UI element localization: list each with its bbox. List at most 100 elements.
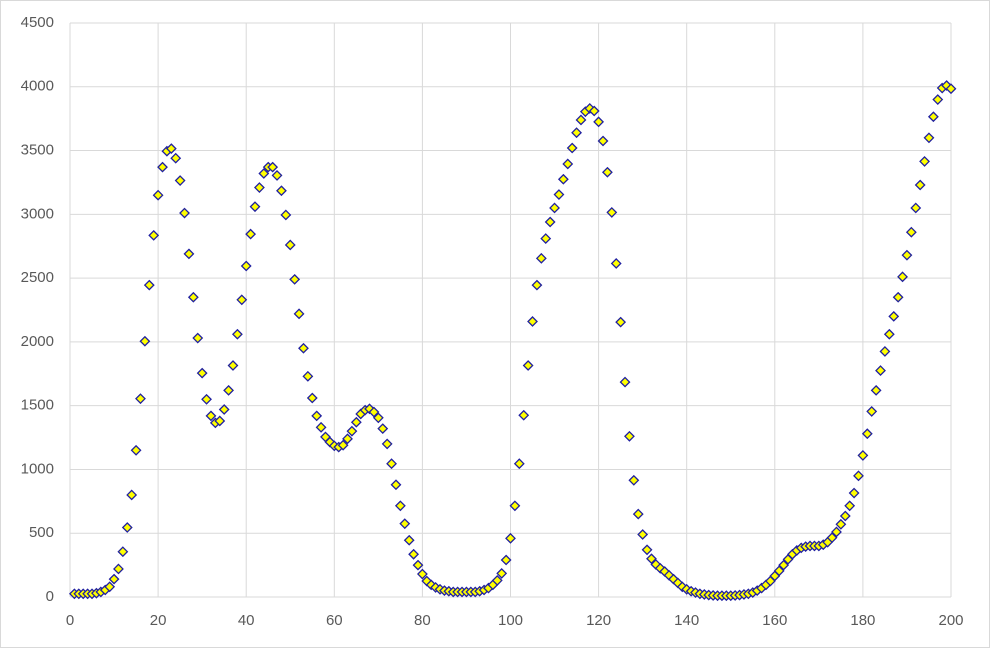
point — [139, 335, 151, 347]
point — [130, 444, 142, 456]
point — [174, 175, 186, 186]
point — [214, 415, 226, 427]
point — [267, 161, 279, 173]
point — [945, 83, 957, 95]
point — [839, 510, 851, 522]
point — [403, 534, 415, 546]
point — [527, 316, 538, 327]
y-tick-label: 0 — [46, 588, 54, 605]
point — [227, 360, 239, 371]
point — [610, 258, 622, 269]
point — [346, 425, 358, 437]
point — [522, 360, 534, 371]
point — [236, 294, 248, 306]
point — [540, 233, 552, 244]
point — [901, 249, 913, 261]
point — [416, 568, 428, 580]
point — [289, 273, 301, 285]
point — [826, 532, 838, 544]
point — [914, 179, 926, 191]
point — [113, 563, 124, 575]
point — [870, 384, 882, 396]
point — [491, 574, 503, 586]
point — [557, 173, 569, 185]
point — [919, 155, 930, 167]
point — [861, 428, 873, 440]
point — [183, 248, 195, 260]
x-tick-label: 40 — [238, 612, 255, 629]
point — [905, 226, 917, 238]
point — [390, 479, 402, 491]
point — [192, 332, 204, 344]
y-tick-label: 1000 — [21, 460, 54, 477]
point — [535, 252, 547, 264]
point — [315, 421, 327, 433]
point — [372, 412, 384, 424]
x-tick-label: 160 — [762, 612, 787, 629]
point — [148, 229, 160, 241]
x-tick-label: 20 — [150, 612, 167, 629]
point — [562, 158, 574, 170]
point — [240, 260, 252, 272]
point — [566, 142, 578, 154]
point — [253, 182, 265, 193]
point — [342, 433, 353, 445]
point — [394, 500, 406, 512]
point — [500, 554, 512, 566]
point — [284, 239, 296, 251]
point — [518, 409, 530, 421]
point — [386, 458, 397, 470]
point — [298, 342, 309, 354]
x-tick-label: 100 — [498, 612, 523, 629]
point — [892, 291, 904, 303]
point — [218, 404, 230, 415]
point — [231, 328, 243, 340]
x-tick-label: 140 — [674, 612, 699, 629]
point — [205, 410, 217, 422]
point — [888, 310, 900, 322]
point — [879, 346, 891, 357]
point — [271, 170, 283, 181]
x-tick-label: 60 — [326, 612, 343, 629]
point — [179, 207, 190, 219]
point — [883, 328, 895, 340]
point — [619, 376, 631, 388]
point — [927, 111, 939, 123]
point — [773, 565, 785, 577]
point — [157, 161, 168, 173]
point — [280, 209, 292, 221]
point — [223, 384, 234, 396]
x-tick-label: 180 — [850, 612, 875, 629]
point — [575, 114, 587, 126]
point — [245, 228, 257, 240]
point — [505, 532, 516, 544]
point — [117, 546, 129, 558]
point — [632, 508, 644, 520]
point — [377, 423, 389, 435]
point — [121, 522, 133, 533]
point — [399, 518, 411, 530]
x-tick-label: 200 — [938, 612, 963, 629]
point — [897, 271, 908, 283]
point — [875, 365, 886, 377]
point — [368, 406, 380, 418]
point — [676, 581, 688, 593]
y-tick-label: 3500 — [21, 142, 54, 159]
point — [853, 470, 864, 482]
y-tick-label: 2500 — [21, 269, 54, 286]
point — [624, 430, 635, 442]
point — [588, 105, 600, 117]
y-tick-label: 3000 — [21, 205, 54, 222]
y-tick-label: 2000 — [21, 333, 54, 350]
point — [108, 573, 120, 585]
point — [143, 279, 155, 291]
point — [646, 553, 657, 565]
point — [932, 94, 944, 105]
point — [606, 207, 618, 218]
x-tick-label: 120 — [586, 612, 611, 629]
point — [544, 216, 556, 228]
y-tick-label: 4000 — [21, 78, 54, 95]
point — [910, 202, 922, 214]
y-tick-label: 4500 — [21, 14, 54, 31]
